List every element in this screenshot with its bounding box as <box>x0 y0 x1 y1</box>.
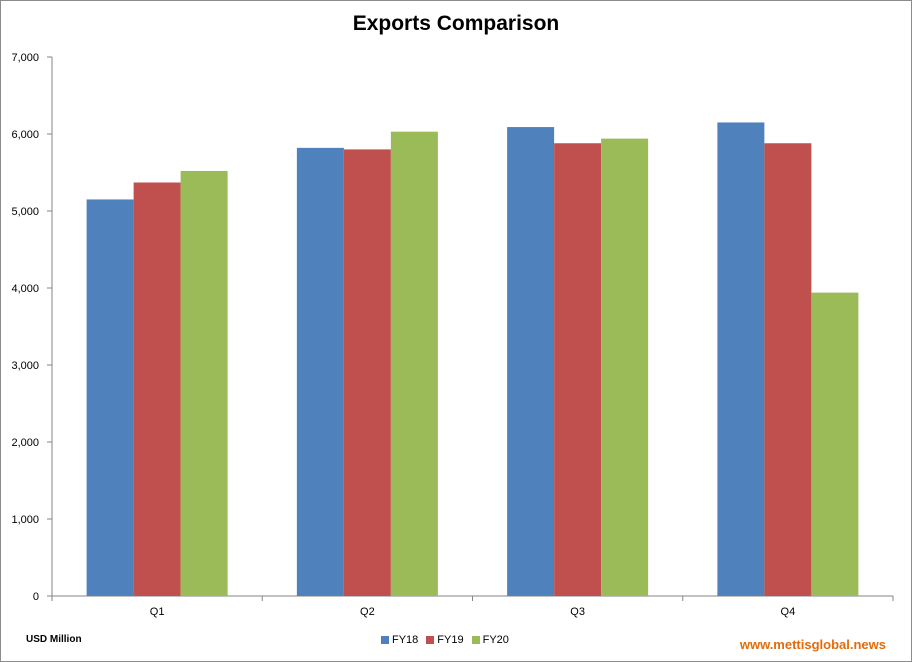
y-tick-label: 3,000 <box>11 360 39 372</box>
bar-fy19-q3 <box>554 143 602 597</box>
bar-fy18-q4 <box>717 122 765 596</box>
legend-swatch-fy19 <box>426 636 435 644</box>
y-tick-label: 5,000 <box>11 206 39 218</box>
bar-fy19-q4 <box>764 143 812 597</box>
legend-label-fy19: FY19 <box>437 634 464 646</box>
y-tick-label: 2,000 <box>11 437 39 449</box>
y-tick-label: 1,000 <box>11 514 39 526</box>
x-tick-label: Q4 <box>781 606 796 618</box>
y-tick-label: 0 <box>33 591 39 603</box>
x-tick-label: Q2 <box>360 606 375 618</box>
bar-fy20-q2 <box>390 131 438 596</box>
source-link[interactable]: www.mettisglobal.news <box>739 637 886 652</box>
legend-item-fy18: FY18 <box>381 634 418 646</box>
y-tick-label: 6,000 <box>11 129 39 141</box>
y-tick-label: 4,000 <box>11 283 39 295</box>
bar-fy19-q2 <box>343 149 391 596</box>
legend-item-fy20: FY20 <box>471 634 509 646</box>
bar-fy18-q3 <box>507 127 555 596</box>
legend-label-fy18: FY18 <box>392 634 419 646</box>
x-tick-label: Q3 <box>570 606 585 618</box>
legend-item-fy19: FY19 <box>426 634 464 646</box>
bar-fy18-q1 <box>86 199 134 596</box>
bar-fy19-q1 <box>133 182 181 596</box>
unit-label: USD Million <box>26 634 82 645</box>
chart-title: Exports Comparison <box>352 12 560 35</box>
bar-fy20-q3 <box>601 138 649 596</box>
bar-fy20-q4 <box>811 292 859 596</box>
bar-fy20-q1 <box>180 170 228 596</box>
legend-label-fy20: FY20 <box>482 634 509 646</box>
legend-swatch-fy20 <box>471 636 480 644</box>
y-tick-label: 7,000 <box>11 52 39 64</box>
legend-swatch-fy18 <box>381 636 389 644</box>
legend: FY18 FY19 FY20 <box>381 634 517 646</box>
x-tick-label: Q1 <box>150 606 165 618</box>
bar-fy18-q2 <box>296 147 344 597</box>
